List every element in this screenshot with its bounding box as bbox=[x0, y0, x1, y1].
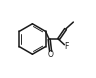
Text: O: O bbox=[48, 50, 53, 59]
Text: F: F bbox=[64, 42, 69, 51]
